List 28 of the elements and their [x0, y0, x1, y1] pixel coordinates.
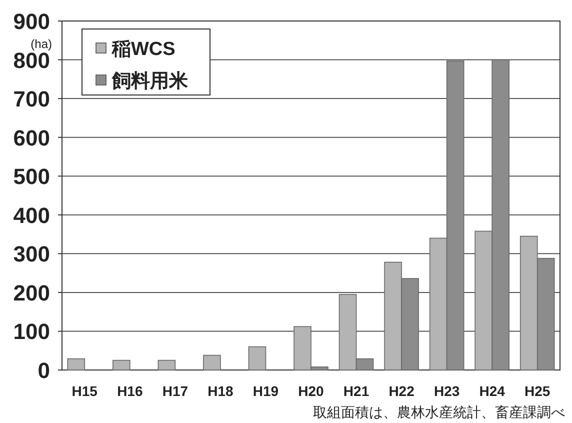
y-tick-label: 700 — [13, 86, 50, 112]
y-tick-label: 300 — [13, 242, 50, 267]
x-tick-label: H22 — [388, 383, 415, 399]
bar — [248, 346, 266, 370]
x-tick-label: H17 — [162, 383, 188, 399]
y-tick-label: 500 — [13, 164, 50, 190]
y-tick-label: 900 — [13, 9, 50, 34]
x-tick-label: H21 — [343, 383, 370, 399]
bar — [203, 354, 221, 370]
legend-label: 飼料用米 — [111, 70, 189, 92]
y-tick-label: 600 — [13, 125, 50, 150]
bar — [112, 360, 130, 370]
x-tick-label: H25 — [524, 383, 550, 399]
bar — [67, 358, 86, 370]
bar — [158, 360, 176, 370]
y-tick-label: 400 — [13, 202, 50, 228]
text: 取組面積は、農林水産統計、畜産課調べ — [313, 404, 565, 420]
x-tick-label: H19 — [252, 383, 279, 399]
x-tick-label: H15 — [72, 383, 98, 399]
y-tick-label: 200 — [13, 280, 50, 306]
x-tick-label: H16 — [117, 383, 143, 399]
x-tick-label: H20 — [298, 383, 324, 399]
x-tick-label: H23 — [434, 383, 460, 399]
x-tick-label: H18 — [208, 383, 234, 399]
legend-label: 稲WCS — [111, 39, 176, 60]
x-tick-label: H24 — [479, 383, 506, 399]
y-tick-label: 100 — [13, 319, 50, 344]
y-tick-label: 0 — [38, 358, 50, 383]
